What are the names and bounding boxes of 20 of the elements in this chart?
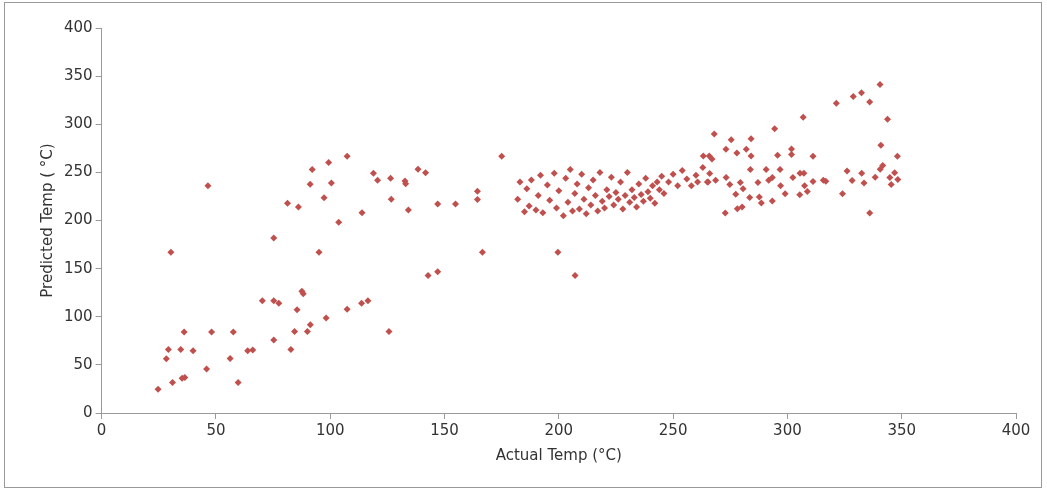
y-tick-label: 400 [63, 17, 93, 36]
x-tick-label: 50 [206, 420, 226, 439]
y-tick-label: 0 [83, 402, 93, 421]
y-tick-label: 350 [63, 66, 93, 85]
x-tick-label: 0 [96, 420, 107, 439]
y-tick-label: 50 [73, 354, 93, 373]
x-tick-label: 100 [315, 420, 345, 439]
x-tick-label: 250 [658, 420, 688, 439]
x-tick-label: 300 [773, 420, 802, 439]
y-axis-title: Predicted Temp ( °C) [37, 143, 56, 298]
x-axis-title: Actual Temp (°C) [495, 445, 622, 464]
x-tick-label: 400 [1001, 420, 1031, 439]
y-tick-label: 300 [63, 114, 93, 133]
y-tick-label: 250 [63, 162, 93, 181]
x-tick-label: 350 [887, 420, 917, 439]
x-tick-label: 200 [544, 420, 574, 439]
y-tick-label: 200 [63, 210, 93, 229]
y-tick-label: 150 [63, 258, 93, 277]
x-tick-label: 150 [430, 420, 459, 439]
y-tick-label: 100 [63, 306, 93, 325]
